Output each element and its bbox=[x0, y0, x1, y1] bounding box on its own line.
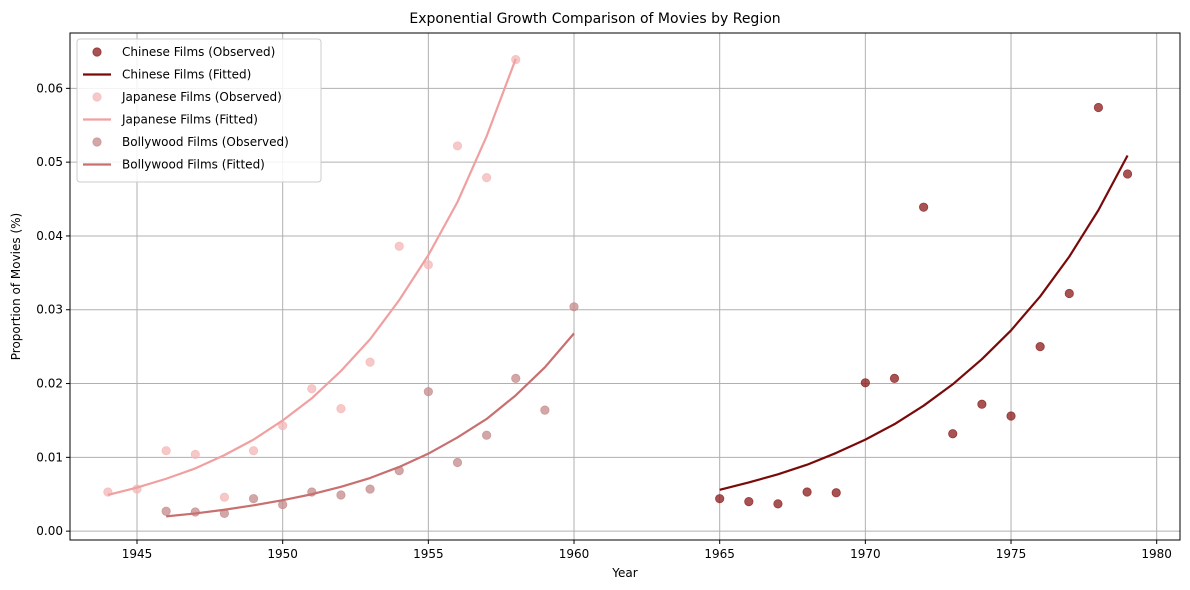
x-tick-label: 1980 bbox=[1141, 547, 1172, 561]
data-point bbox=[336, 490, 346, 500]
x-tick-label: 1970 bbox=[850, 547, 881, 561]
x-tick-label: 1965 bbox=[704, 547, 735, 561]
y-tick-label: 0.00 bbox=[36, 524, 63, 538]
plot-area: 1945 1950 1955 1960 1965 1970 1975 1980 0.000.0… bbox=[36, 32, 1181, 561]
data-point bbox=[190, 449, 200, 459]
y-tick-label: 0.03 bbox=[36, 303, 63, 317]
series-layer bbox=[103, 54, 1133, 519]
series-5 bbox=[166, 332, 575, 518]
data-point bbox=[248, 494, 259, 504]
data-point bbox=[948, 429, 958, 439]
fitted-line bbox=[719, 154, 1129, 491]
data-point bbox=[365, 357, 375, 367]
data-point bbox=[889, 373, 900, 383]
data-point bbox=[1035, 342, 1045, 352]
y-tick-label: 0.04 bbox=[36, 229, 63, 243]
data-point bbox=[394, 241, 404, 251]
x-tick-label: 1960 bbox=[559, 547, 590, 561]
data-point bbox=[452, 457, 463, 468]
series-0 bbox=[715, 102, 1133, 509]
legend-label: Japanese Films (Fitted) bbox=[121, 113, 258, 127]
data-point bbox=[860, 378, 870, 388]
data-point bbox=[452, 141, 463, 151]
data-point bbox=[219, 492, 230, 502]
legend-label: Chinese Films (Fitted) bbox=[122, 68, 251, 82]
series-2 bbox=[103, 54, 521, 502]
data-point bbox=[365, 484, 375, 494]
x-axis: 1945 1950 1955 1960 1965 1970 1975 1980 bbox=[122, 540, 1172, 561]
data-point bbox=[482, 173, 492, 183]
y-tick-label: 0.01 bbox=[36, 450, 63, 464]
data-point bbox=[569, 302, 579, 312]
data-point bbox=[161, 446, 171, 456]
x-tick-label: 1945 bbox=[122, 547, 153, 561]
legend: Chinese Films (Observed) Chinese Films (F… bbox=[76, 38, 322, 183]
series-4 bbox=[161, 302, 579, 519]
data-point bbox=[802, 487, 812, 497]
legend-marker bbox=[92, 92, 102, 102]
series-1 bbox=[719, 154, 1129, 491]
y-axis-title: Proportion of Movies (%) bbox=[9, 213, 23, 360]
legend-label: Chinese Films (Observed) bbox=[122, 45, 275, 59]
chart-title: Exponential Growth Comparison of Movies … bbox=[409, 11, 780, 27]
data-point bbox=[831, 488, 841, 498]
legend-label: Japanese Films (Observed) bbox=[121, 90, 282, 104]
data-point bbox=[1006, 411, 1016, 421]
data-point bbox=[1093, 102, 1104, 113]
legend-label: Bollywood Films (Observed) bbox=[122, 135, 289, 149]
legend-marker bbox=[92, 137, 102, 147]
data-point bbox=[744, 497, 754, 507]
y-tick-label: 0.06 bbox=[36, 81, 63, 95]
data-point bbox=[1122, 169, 1133, 179]
data-point bbox=[482, 430, 492, 440]
data-point bbox=[248, 446, 259, 456]
grid bbox=[70, 33, 1180, 540]
data-point bbox=[423, 260, 433, 270]
series-3 bbox=[107, 58, 517, 497]
data-point bbox=[977, 399, 987, 409]
data-point bbox=[423, 387, 433, 397]
data-point bbox=[919, 202, 929, 212]
y-tick-label: 0.02 bbox=[36, 377, 63, 391]
legend-label: Bollywood Films (Fitted) bbox=[122, 158, 265, 172]
data-point bbox=[773, 499, 783, 509]
data-point bbox=[1064, 288, 1074, 299]
plot-frame bbox=[69, 32, 1181, 541]
legend-box bbox=[76, 38, 322, 183]
data-point bbox=[540, 405, 550, 415]
y-tick-label: 0.05 bbox=[36, 155, 63, 169]
x-tick-label: 1950 bbox=[267, 547, 298, 561]
x-axis-title: Year bbox=[611, 566, 637, 580]
x-tick-label: 1955 bbox=[413, 547, 444, 561]
legend-marker bbox=[92, 47, 102, 57]
data-point bbox=[161, 506, 171, 516]
fitted-line bbox=[107, 58, 517, 497]
data-point bbox=[511, 373, 521, 383]
x-tick-label: 1975 bbox=[996, 547, 1027, 561]
fitted-line bbox=[166, 332, 575, 518]
data-point bbox=[336, 404, 346, 414]
y-axis: 0.00 0.01 0.02 0.03 0.04 0.05 0.06 bbox=[36, 81, 70, 538]
data-point bbox=[715, 494, 725, 504]
data-point bbox=[307, 384, 317, 394]
